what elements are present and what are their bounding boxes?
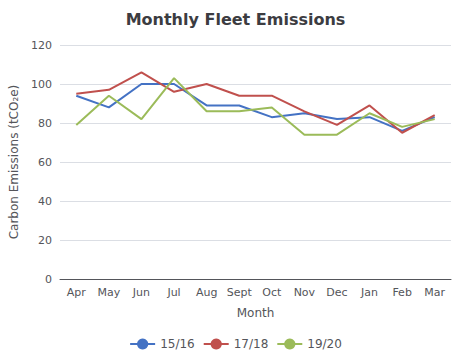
svg-text:120: 120 bbox=[31, 39, 52, 52]
svg-text:Jun: Jun bbox=[132, 286, 150, 299]
svg-text:19/20: 19/20 bbox=[307, 337, 342, 351]
svg-text:Monthly Fleet Emissions: Monthly Fleet Emissions bbox=[126, 10, 346, 29]
svg-text:60: 60 bbox=[38, 156, 52, 169]
svg-text:40: 40 bbox=[38, 195, 52, 208]
svg-text:Apr: Apr bbox=[67, 286, 87, 299]
svg-text:Sept: Sept bbox=[227, 286, 253, 299]
svg-text:Nov: Nov bbox=[294, 286, 316, 299]
svg-text:Feb: Feb bbox=[392, 286, 411, 299]
svg-text:Jul: Jul bbox=[166, 286, 180, 299]
svg-text:Dec: Dec bbox=[326, 286, 347, 299]
svg-text:17/18: 17/18 bbox=[234, 337, 269, 351]
svg-text:Aug: Aug bbox=[196, 286, 217, 299]
svg-text:Mar: Mar bbox=[424, 286, 445, 299]
svg-text:May: May bbox=[98, 286, 121, 299]
svg-text:80: 80 bbox=[38, 117, 52, 130]
svg-text:Oct: Oct bbox=[262, 286, 282, 299]
svg-text:15/16: 15/16 bbox=[160, 337, 195, 351]
svg-text:Month: Month bbox=[237, 306, 275, 320]
svg-text:Carbon Emissions (tCO₂e): Carbon Emissions (tCO₂e) bbox=[7, 85, 21, 240]
svg-text:0: 0 bbox=[45, 273, 52, 286]
svg-text:100: 100 bbox=[31, 78, 52, 91]
svg-text:Jan: Jan bbox=[360, 286, 378, 299]
svg-text:20: 20 bbox=[38, 234, 52, 247]
